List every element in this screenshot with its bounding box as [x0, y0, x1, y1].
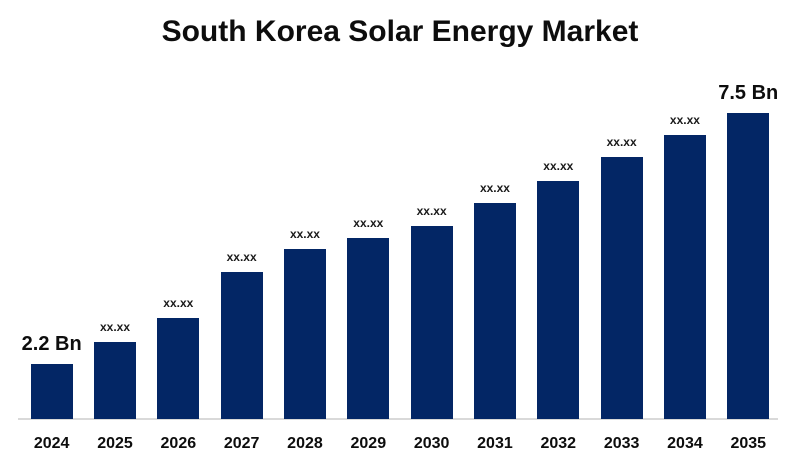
bar-group-2030: xx.xx 2030	[400, 0, 463, 467]
bar-value-label: xx.xx	[289, 227, 320, 241]
bar-value-label: 2.2 Bn	[21, 333, 82, 355]
x-tick-label: 2031	[477, 435, 513, 452]
bar-2035	[727, 113, 770, 419]
x-tick-label: 2026	[160, 435, 197, 452]
bar-group-2032: xx.xx 2032	[527, 0, 590, 467]
bar-group-2033: xx.xx 2033	[590, 0, 653, 467]
x-tick-label: 2034	[667, 435, 703, 452]
x-tick-label: 2028	[287, 435, 323, 452]
bar-2034	[663, 135, 706, 419]
bar-2031	[473, 203, 516, 419]
bar-2030	[410, 226, 453, 419]
chart-title: South Korea Solar Energy Market	[161, 15, 639, 48]
bar-2026	[157, 318, 200, 419]
bar-group-2031: xx.xx 2031	[463, 0, 526, 467]
x-tick-label: 2032	[540, 435, 577, 452]
bar-2033	[600, 157, 643, 419]
bar-group-2025: xx.xx 2025	[83, 0, 146, 467]
bar-2024	[30, 364, 73, 419]
x-tick-label: 2029	[350, 435, 387, 452]
bar-value-label: xx.xx	[353, 216, 384, 230]
plot-area: 2.2 Bn 2024 xx.xx 2025 xx.xx 2026 xx.xx 2027 xx.…	[18, 0, 780, 467]
bars-row: 2.2 Bn 2024 xx.xx 2025 xx.xx 2026 xx.xx 2027 xx.…	[20, 0, 780, 467]
x-axis-line	[18, 418, 778, 420]
bar-2028	[283, 249, 326, 419]
bar-2029	[347, 238, 390, 419]
bar-value-label: xx.xx	[99, 320, 130, 334]
x-tick-label: 2030	[413, 435, 450, 452]
bar-group-2029: xx.xx 2029	[337, 0, 400, 467]
bar-value-label: xx.xx	[543, 159, 574, 173]
bar-value-label: xx.xx	[479, 181, 510, 195]
x-tick-label: 2033	[603, 435, 640, 452]
bar-group-2034: xx.xx 2034	[653, 0, 716, 467]
bar-2032	[537, 181, 580, 419]
bar-value-label: 7.5 Bn	[718, 82, 779, 104]
x-tick-label: 2025	[97, 435, 133, 452]
bar-group-2035: 7.5 Bn 2035	[717, 0, 780, 467]
x-tick-label: 2035	[730, 435, 767, 452]
bar-value-label: xx.xx	[669, 113, 700, 127]
bar-value-label: xx.xx	[606, 135, 637, 149]
bar-value-label: xx.xx	[416, 204, 447, 218]
bar-group-2027: xx.xx 2027	[210, 0, 273, 467]
bar-2027	[220, 272, 263, 419]
bar-2025	[93, 342, 136, 419]
x-tick-label: 2027	[223, 435, 260, 452]
x-tick-label: 2024	[33, 435, 70, 452]
bar-group-2028: xx.xx 2028	[273, 0, 336, 467]
bar-value-label: xx.xx	[226, 250, 257, 264]
bar-group-2026: xx.xx 2026	[147, 0, 210, 467]
bar-group-2024: 2.2 Bn 2024	[20, 0, 83, 467]
bar-value-label: xx.xx	[163, 296, 194, 310]
